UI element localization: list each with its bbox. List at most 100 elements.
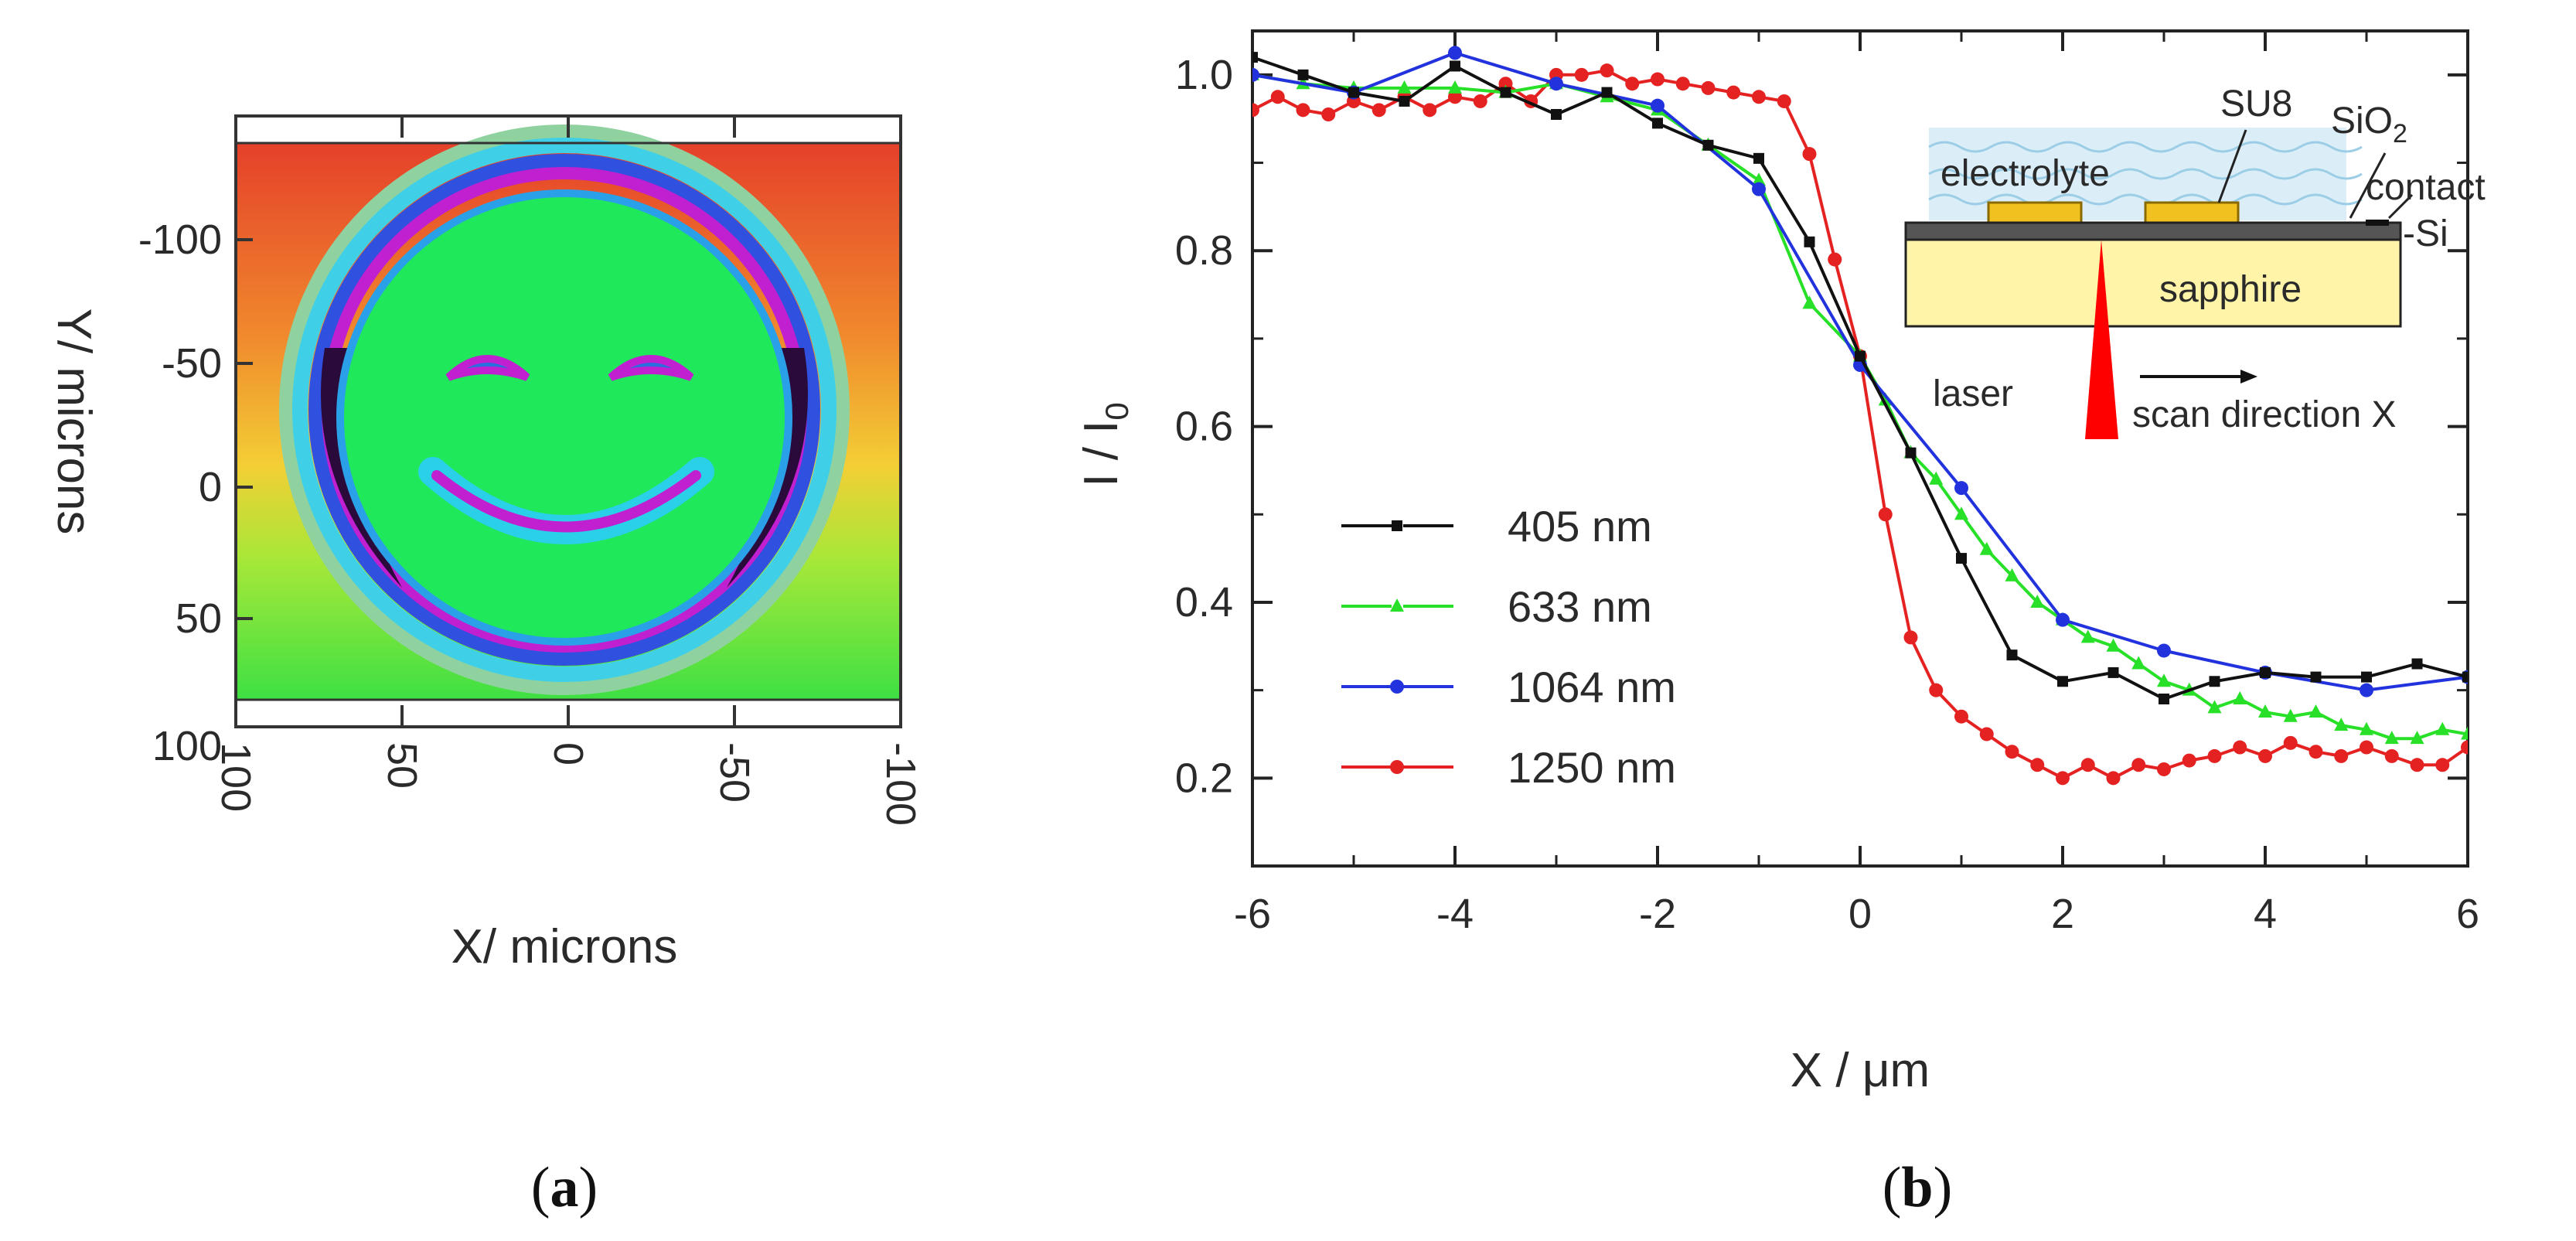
data-point-1250-nm	[1828, 252, 1842, 267]
data-point-405-nm	[1702, 139, 1714, 151]
inset-label-sio2: SiO2	[2331, 101, 2407, 148]
data-point-1064-nm	[1448, 46, 1462, 60]
legend-label: 1064 nm	[1508, 663, 1676, 711]
x-axis-label: X / μm	[1791, 1044, 1930, 1097]
right-eye	[608, 355, 694, 381]
inset-label-sapphire: sapphire	[2159, 269, 2302, 310]
data-point-405-nm	[2057, 676, 2068, 687]
data-point-1250-nm	[1600, 63, 1614, 78]
data-point-1250-nm	[1574, 67, 1589, 82]
data-point-405-nm	[1399, 95, 1410, 107]
data-point-633-nm	[2435, 721, 2450, 735]
y-tick-label: 0.8	[1175, 227, 1233, 274]
data-point-1064-nm	[2157, 643, 2171, 658]
data-point-633-nm	[1397, 80, 1412, 94]
data-point-1064-nm	[1252, 67, 1259, 82]
y-tick-label: 1.0	[1175, 52, 1233, 98]
legend-marker	[1390, 680, 1404, 694]
face-eyes	[445, 355, 694, 381]
panel-a-heatmap: 100 50 0 -50 -100 -100 -50 0 50 100 X/ microns Y/…	[47, 114, 924, 1219]
data-point-1250-nm	[1802, 147, 1817, 162]
inset-label-contact: contact	[2366, 167, 2486, 208]
legend-marker	[1390, 598, 1404, 612]
face-inner-ring	[336, 189, 792, 646]
data-point-1250-nm	[2207, 748, 2222, 763]
x-tick-label: 2	[2051, 891, 2074, 937]
data-point-1064-nm	[1752, 182, 1766, 196]
data-point-1250-nm	[2182, 753, 2196, 768]
data-point-405-nm	[1652, 118, 1663, 129]
legend-item-1064-nm: 1064 nm	[1341, 663, 1676, 711]
inset-label-scan: scan direction X	[2132, 394, 2397, 435]
data-point-405-nm	[1855, 350, 1866, 362]
panel-a-ytick-label: 50	[175, 595, 222, 642]
data-point-405-nm	[2006, 649, 2018, 661]
panel-a-ytick-label: 100	[152, 723, 222, 769]
panel-a-xtick-label: 100	[213, 742, 259, 812]
data-point-405-nm	[2310, 671, 2322, 683]
data-point-633-nm	[2005, 568, 2019, 581]
data-point-1250-nm	[1726, 85, 1741, 100]
panel-b-line-chart: -6 -4 -2 0 2 4 60.20.40.60.81.0 X / μm I / I0 …	[1075, 29, 2486, 1219]
data-point-405-nm	[1804, 236, 1815, 247]
inset-su8-pad-right	[2144, 201, 2240, 224]
series-405-nm	[1252, 52, 2468, 704]
data-point-1250-nm	[1954, 709, 1968, 724]
inset-schematic: electrolyte SU8 SiO2 contact -Si sapphir…	[1904, 84, 2486, 439]
inset-label-si: -Si	[2403, 213, 2448, 254]
left-eye	[445, 355, 530, 381]
data-point-1250-nm	[2106, 771, 2121, 786]
data-point-1250-nm	[2005, 745, 2019, 759]
data-point-633-nm	[1448, 80, 1462, 94]
data-point-405-nm	[2209, 676, 2220, 687]
data-point-405-nm	[1252, 52, 1258, 63]
face-ring-outer	[279, 124, 850, 695]
data-point-633-nm	[2233, 691, 2247, 704]
x-tick-label: 0	[1849, 891, 1872, 937]
x-tick-label: 6	[2456, 891, 2479, 937]
data-point-1250-nm	[2258, 748, 2272, 763]
panel-a-ticks	[234, 116, 902, 727]
data-point-1064-nm	[1651, 98, 1665, 113]
data-point-1250-nm	[2056, 771, 2070, 786]
data-point-633-nm	[2334, 718, 2349, 731]
data-point-1250-nm	[1651, 72, 1665, 87]
panel-a-tick-labels: 100 50 0 -50 -100 -100 -50 0 50 100	[138, 216, 924, 826]
inset-laser-beam	[2085, 240, 2118, 439]
legend: 405 nm 633 nm 1064 nm 1250 nm	[1341, 502, 1676, 792]
data-point-1250-nm	[1270, 90, 1285, 104]
data-point-1064-nm	[1954, 481, 1968, 496]
axis-tick-labels: -6 -4 -2 0 2 4 6 0.2 0.4 0.6 0.8 1.0	[1175, 52, 2479, 937]
data-point-1250-nm	[1473, 94, 1487, 108]
data-point-633-nm	[2131, 656, 2146, 670]
data-point-1064-nm	[1549, 77, 1563, 91]
data-point-405-nm	[1297, 69, 1309, 80]
data-point-1250-nm	[2080, 758, 2095, 772]
face-ring-blue	[308, 154, 820, 666]
data-point-633-nm	[2384, 731, 2399, 745]
face-body	[340, 193, 789, 642]
data-point-633-nm	[1802, 295, 1817, 309]
data-point-405-nm	[1551, 109, 1562, 120]
data-point-633-nm	[2157, 673, 2171, 687]
data-point-633-nm	[1929, 471, 1944, 485]
data-point-405-nm	[2462, 671, 2468, 683]
face-ring-cyan	[292, 138, 837, 682]
data-point-405-nm	[2159, 694, 2169, 704]
legend-item-1250-nm: 1250 nm	[1341, 743, 1676, 792]
panel-a-xtick-label: 0	[545, 742, 591, 765]
y-tick-label: 0.2	[1175, 755, 1233, 801]
data-point-1250-nm	[1625, 77, 1640, 91]
inset-scan-arrowhead	[2240, 370, 2257, 384]
inset-si-layer	[1904, 221, 2402, 241]
data-point-1250-nm	[2334, 748, 2349, 763]
data-point-405-nm	[2361, 671, 2372, 683]
data-point-633-nm	[2283, 708, 2298, 722]
axis-ticks	[1251, 31, 2469, 868]
panel-a-xtick-label: 50	[379, 742, 425, 789]
data-point-1250-nm	[1296, 103, 1310, 118]
panel-a-ytick-label: -100	[138, 216, 222, 263]
data-point-633-nm	[1979, 541, 1994, 555]
data-point-1250-nm	[1321, 107, 1336, 121]
data-point-1250-nm	[1878, 507, 1893, 522]
